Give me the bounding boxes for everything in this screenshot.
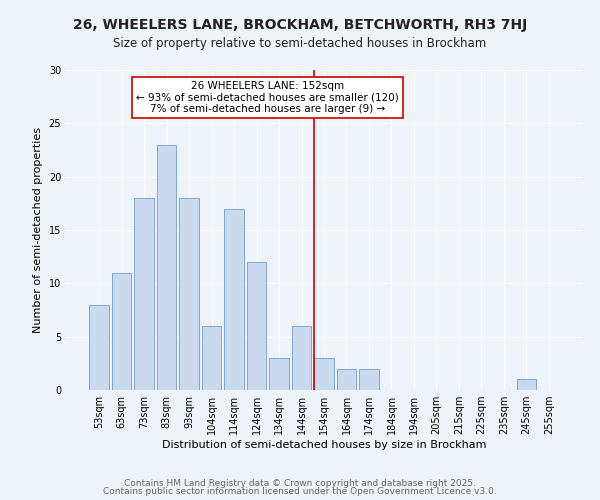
Bar [269, 358, 289, 390]
Bar [292, 326, 311, 390]
Bar [337, 368, 356, 390]
Bar [517, 380, 536, 390]
Text: Contains HM Land Registry data © Crown copyright and database right 2025.: Contains HM Land Registry data © Crown c… [124, 478, 476, 488]
Bar [179, 198, 199, 390]
Text: 26, WHEELERS LANE, BROCKHAM, BETCHWORTH, RH3 7HJ: 26, WHEELERS LANE, BROCKHAM, BETCHWORTH,… [73, 18, 527, 32]
Bar [202, 326, 221, 390]
Text: Contains public sector information licensed under the Open Government Licence v3: Contains public sector information licen… [103, 487, 497, 496]
Bar [157, 144, 176, 390]
Text: Size of property relative to semi-detached houses in Brockham: Size of property relative to semi-detach… [113, 38, 487, 51]
Bar [247, 262, 266, 390]
Bar [359, 368, 379, 390]
Y-axis label: Number of semi-detached properties: Number of semi-detached properties [33, 127, 43, 333]
Text: 26 WHEELERS LANE: 152sqm
← 93% of semi-detached houses are smaller (120)
7% of s: 26 WHEELERS LANE: 152sqm ← 93% of semi-d… [136, 80, 399, 114]
Bar [89, 304, 109, 390]
Bar [224, 208, 244, 390]
Bar [314, 358, 334, 390]
X-axis label: Distribution of semi-detached houses by size in Brockham: Distribution of semi-detached houses by … [162, 440, 486, 450]
Bar [134, 198, 154, 390]
Bar [112, 272, 131, 390]
